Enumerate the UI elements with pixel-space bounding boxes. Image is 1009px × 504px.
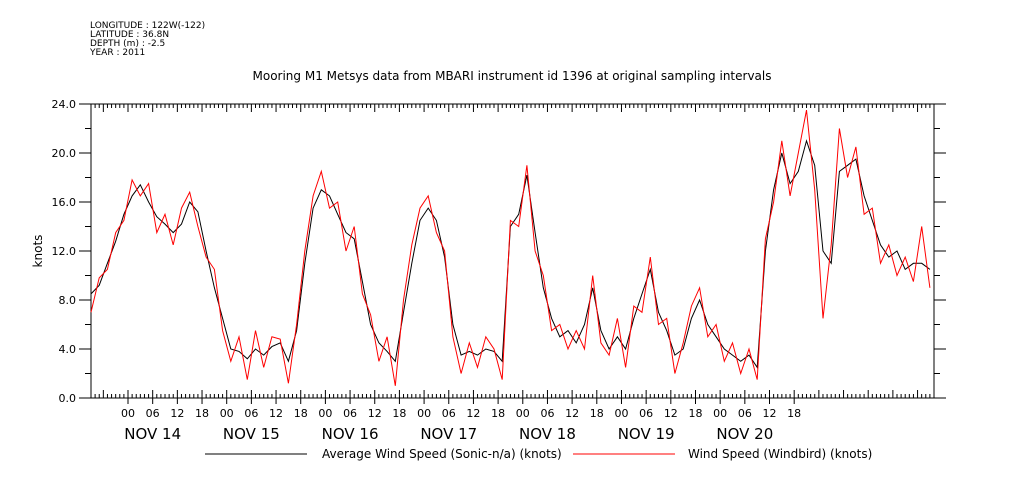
x-tick-label: 00 xyxy=(318,407,332,420)
year-label: YEAR : 2011 xyxy=(90,48,146,58)
x-tick-label: 12 xyxy=(368,407,382,420)
x-tick-label: 06 xyxy=(442,407,456,420)
x-day-label: NOV 15 xyxy=(223,425,280,443)
x-tick-label: 06 xyxy=(244,407,258,420)
x-tick-label: 18 xyxy=(294,407,308,420)
x-day-label: NOV 18 xyxy=(519,425,576,443)
series-average-wind-speed xyxy=(90,139,931,369)
y-tick-label: 16.0 xyxy=(52,196,77,209)
legend-label-windbird: Wind Speed (Windbird) (knots) xyxy=(688,447,872,461)
y-tick-label: 4.0 xyxy=(59,343,77,356)
y-tick-label: 24.0 xyxy=(52,98,77,111)
y-axis: 0.0 4.0 8.0 12.0 16.0 20.0 24.0 xyxy=(52,98,946,405)
x-tick-label: 06 xyxy=(738,407,752,420)
y-tick-label: 8.0 xyxy=(59,294,77,307)
legend: Average Wind Speed (Sonic-n/a) (knots) W… xyxy=(205,447,872,461)
y-tick-label: 12.0 xyxy=(52,245,77,258)
x-tick-label: 06 xyxy=(540,407,554,420)
latitude-label: LATITUDE : 36.8N xyxy=(90,30,170,40)
x-tick-label: 18 xyxy=(688,407,702,420)
chart-title: Mooring M1 Metsys data from MBARI instru… xyxy=(253,69,772,83)
series-layer xyxy=(90,110,931,386)
x-day-label: NOV 19 xyxy=(618,425,675,443)
x-tick-label: 00 xyxy=(614,407,628,420)
x-tick-label: 18 xyxy=(195,407,209,420)
x-tick-label: 12 xyxy=(466,407,480,420)
x-tick-label: 00 xyxy=(121,407,135,420)
x-day-label: NOV 16 xyxy=(322,425,379,443)
x-tick-label: 12 xyxy=(170,407,184,420)
x-tick-label: 18 xyxy=(392,407,406,420)
x-tick-label: 12 xyxy=(269,407,283,420)
plot-frame xyxy=(90,103,935,399)
x-day-label: NOV 17 xyxy=(420,425,477,443)
x-tick-label: 18 xyxy=(590,407,604,420)
x-tick-label: 12 xyxy=(565,407,579,420)
y-axis-label: knots xyxy=(31,235,45,268)
x-tick-label: 00 xyxy=(417,407,431,420)
x-tick-label: 06 xyxy=(639,407,653,420)
legend-label-average-wind: Average Wind Speed (Sonic-n/a) (knots) xyxy=(322,447,562,461)
x-tick-label: 06 xyxy=(146,407,160,420)
x-tick-label: 12 xyxy=(664,407,678,420)
x-tick-label: 00 xyxy=(220,407,234,420)
series-windbird-wind-speed xyxy=(90,110,931,386)
x-tick-label: 00 xyxy=(516,407,530,420)
x-tick-label: 12 xyxy=(763,407,777,420)
x-tick-label: 18 xyxy=(787,407,801,420)
x-day-label: NOV 14 xyxy=(124,425,181,443)
x-axis: 00 06 12 18 00 06 12 18 00 06 12 18 00 06 12 18 00 06 12 18… xyxy=(94,104,931,443)
depth-label: DEPTH (m) : -2.5 xyxy=(90,39,166,49)
x-tick-label: 00 xyxy=(713,407,727,420)
x-tick-label: 06 xyxy=(343,407,357,420)
longitude-label: LONGITUDE : 122W(-122) xyxy=(90,21,206,31)
y-tick-label: 20.0 xyxy=(52,147,77,160)
x-day-label: NOV 20 xyxy=(716,425,773,443)
x-tick-label: 18 xyxy=(491,407,505,420)
y-tick-label: 0.0 xyxy=(59,392,77,405)
